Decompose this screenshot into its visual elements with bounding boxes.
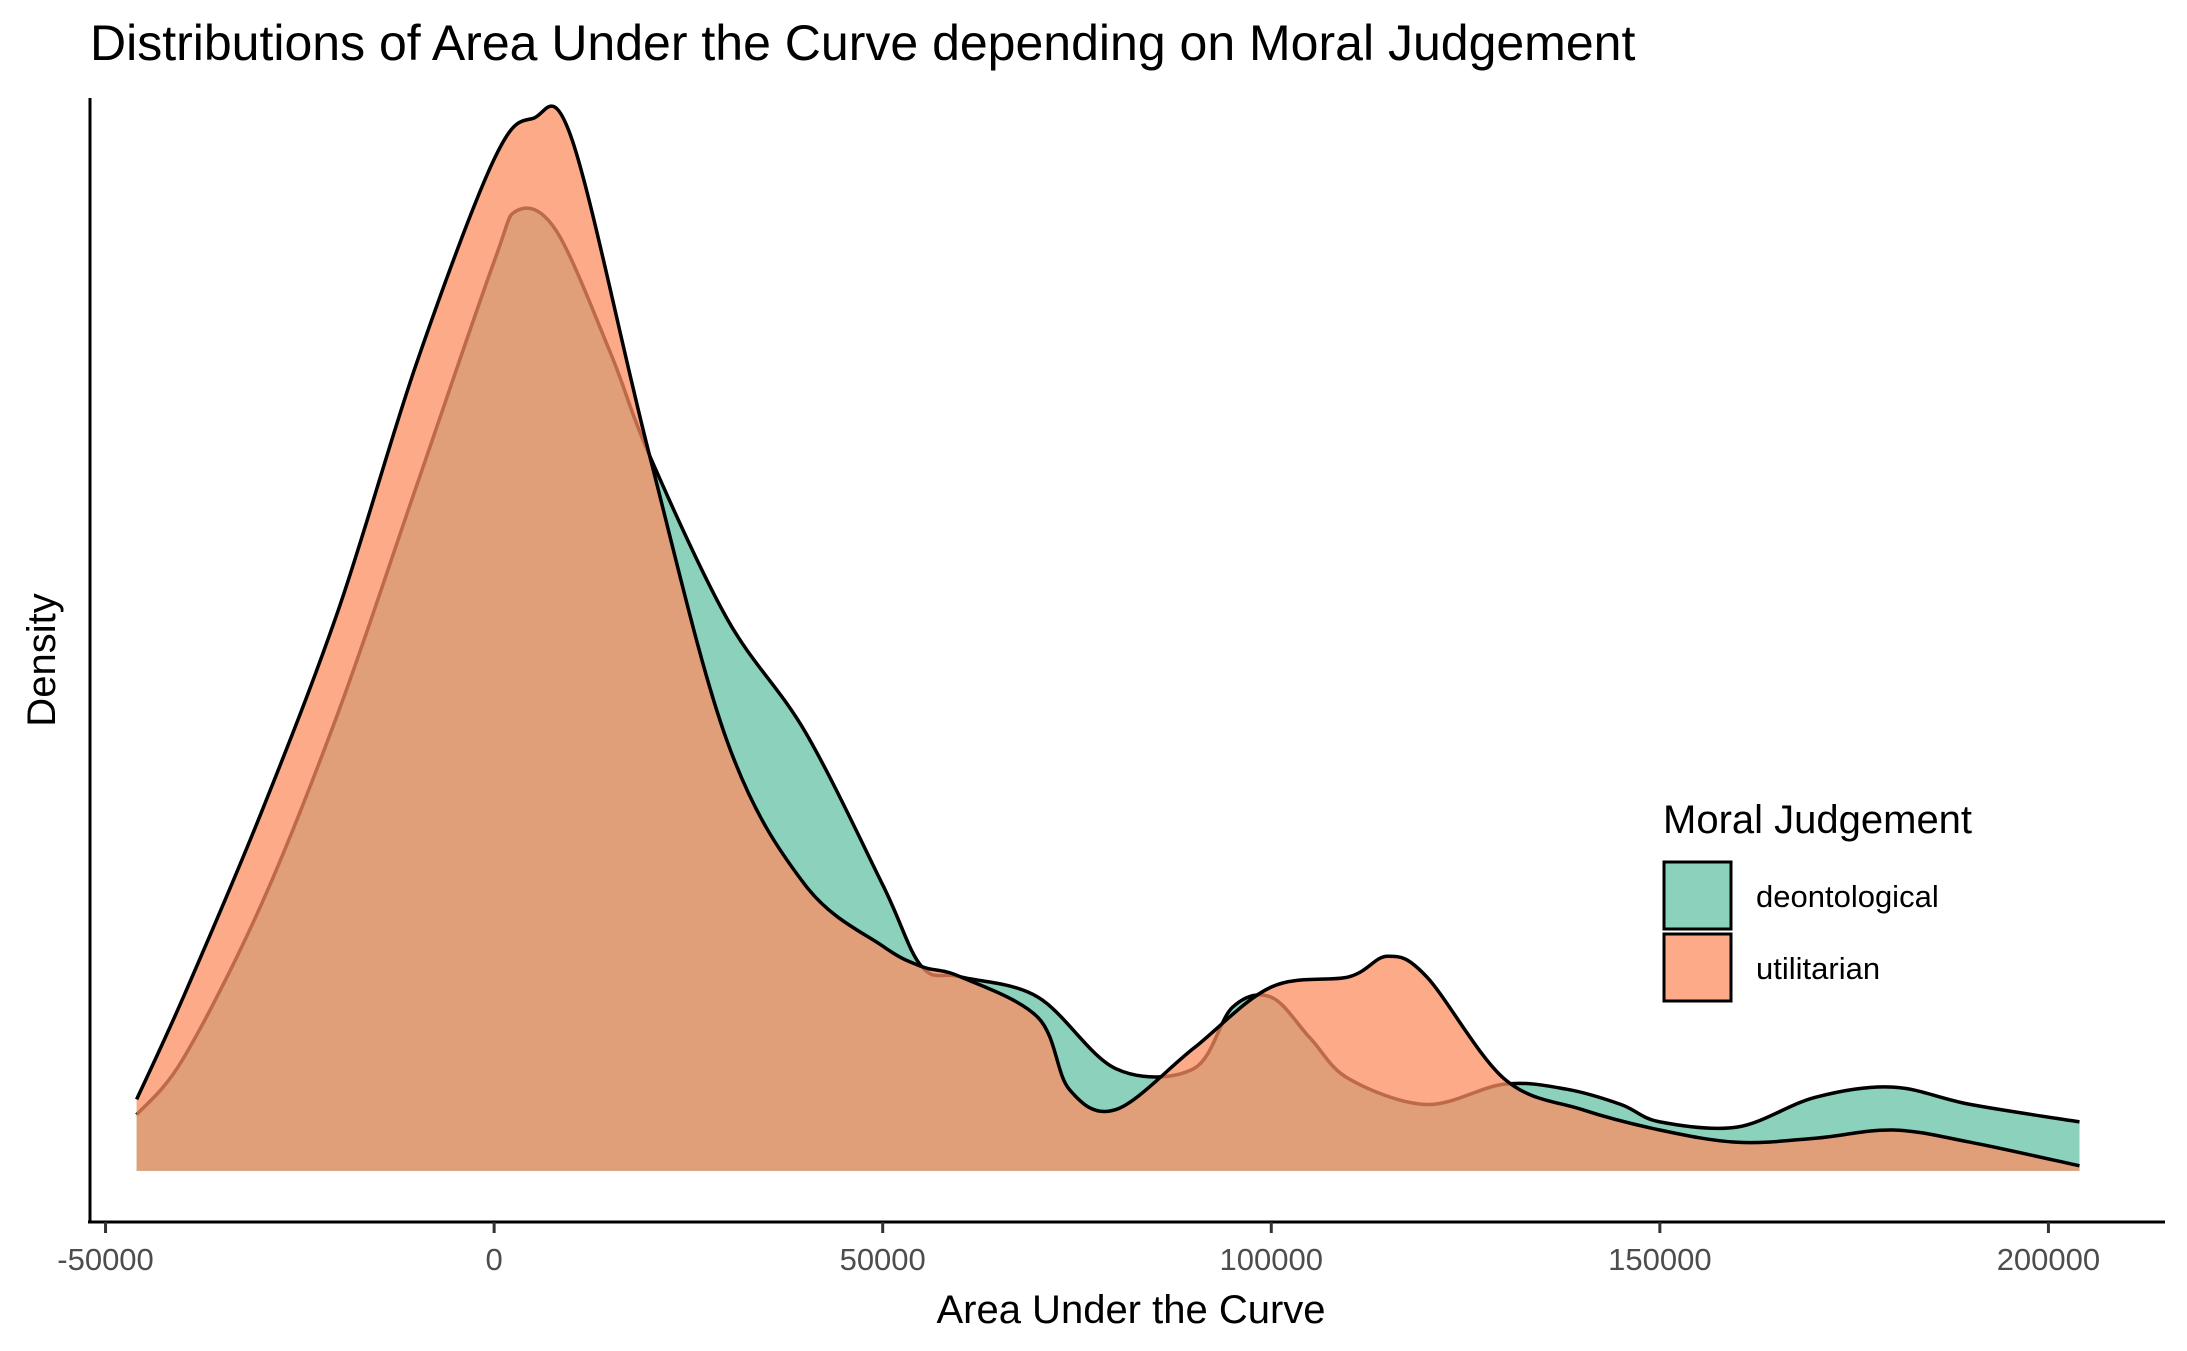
x-tick-label: -50000 <box>57 1242 154 1277</box>
legend: Moral Judgement deontological utilitaria… <box>1662 798 1972 1003</box>
legend-label-deontological: deontological <box>1756 879 1939 914</box>
density-areas <box>135 104 2080 1171</box>
legend-swatch-deontological <box>1662 860 1733 931</box>
x-tick-label: 100000 <box>1220 1242 1323 1277</box>
x-axis-ticks: -50000 0 50000 100000 150000 200000 <box>57 1222 2100 1277</box>
legend-swatch-utilitarian <box>1662 932 1733 1003</box>
x-tick-label: 200000 <box>1997 1242 2100 1277</box>
x-tick-label: 50000 <box>840 1242 926 1277</box>
y-axis-title: Density <box>20 593 64 726</box>
chart-title: Distributions of Area Under the Curve de… <box>90 15 1635 71</box>
x-tick-label: 0 <box>485 1242 502 1277</box>
legend-title: Moral Judgement <box>1663 798 1972 842</box>
x-axis-title: Area Under the Curve <box>936 1288 1325 1332</box>
density-line-utilitarian <box>135 104 2080 1168</box>
density-area-utilitarian <box>136 106 2080 1171</box>
legend-label-utilitarian: utilitarian <box>1756 951 1880 986</box>
x-tick-label: 150000 <box>1608 1242 1711 1277</box>
